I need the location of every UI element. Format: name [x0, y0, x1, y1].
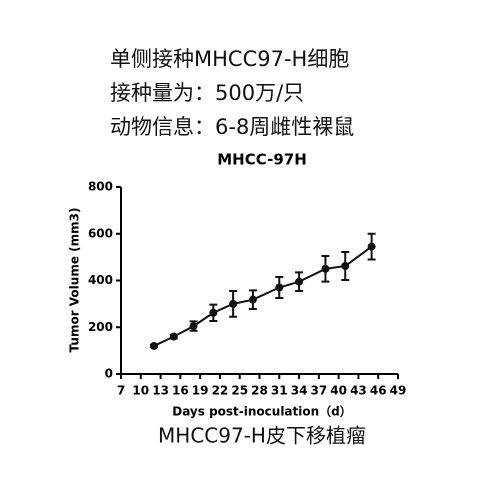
y-tick-label: 0 [105, 367, 113, 381]
x-tick-label: 19 [192, 384, 209, 398]
header-line: 接种量为：500万/只 [110, 81, 304, 105]
data-point [229, 299, 238, 308]
x-tick-label: 34 [291, 384, 308, 398]
chart-title: MHCC-97H [217, 151, 307, 169]
data-point [189, 322, 198, 331]
x-tick-label: 16 [172, 384, 189, 398]
x-tick-label: 40 [330, 384, 347, 398]
data-point [209, 308, 218, 317]
y-axis-label: Tumor Volume (mm3) [68, 208, 82, 353]
caption: MHCC97-H皮下移植瘤 [158, 424, 366, 448]
x-tick-label: 25 [231, 384, 248, 398]
x-tick-label: 22 [212, 384, 229, 398]
header-line: 动物信息：6-8周雌性裸鼠 [110, 115, 354, 139]
series-line [153, 245, 373, 347]
x-tick-label: 49 [390, 384, 407, 398]
data-point [248, 295, 257, 304]
data-point [295, 277, 304, 286]
header-line: 单侧接种MHCC97-H细胞 [110, 47, 349, 71]
x-tick-label: 7 [117, 384, 125, 398]
data-point [321, 264, 330, 273]
x-tick-label: 13 [152, 384, 169, 398]
data-point [169, 332, 178, 341]
y-tick-label: 400 [88, 273, 113, 287]
x-tick-label: 37 [311, 384, 328, 398]
data-point [367, 242, 376, 251]
data-point [149, 341, 158, 350]
x-axis-label: Days post-inoculation（d） [172, 404, 352, 419]
y-tick-label: 600 [88, 226, 113, 240]
y-tick-label: 800 [88, 180, 113, 194]
x-tick-label: 43 [350, 384, 367, 398]
data-point [341, 262, 350, 271]
y-tick-label: 200 [88, 320, 113, 334]
data-point [275, 283, 284, 292]
x-tick-label: 31 [271, 384, 288, 398]
x-tick-label: 10 [132, 384, 149, 398]
x-tick-label: 46 [370, 384, 387, 398]
x-tick-label: 28 [251, 384, 268, 398]
